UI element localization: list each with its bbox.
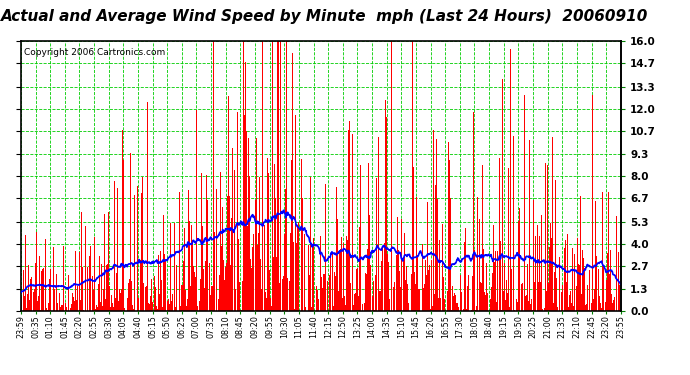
Text: Actual and Average Wind Speed by Minute  mph (Last 24 Hours)  20060910: Actual and Average Wind Speed by Minute …: [1, 9, 648, 24]
Text: Copyright 2006 Cartronics.com: Copyright 2006 Cartronics.com: [23, 48, 165, 57]
